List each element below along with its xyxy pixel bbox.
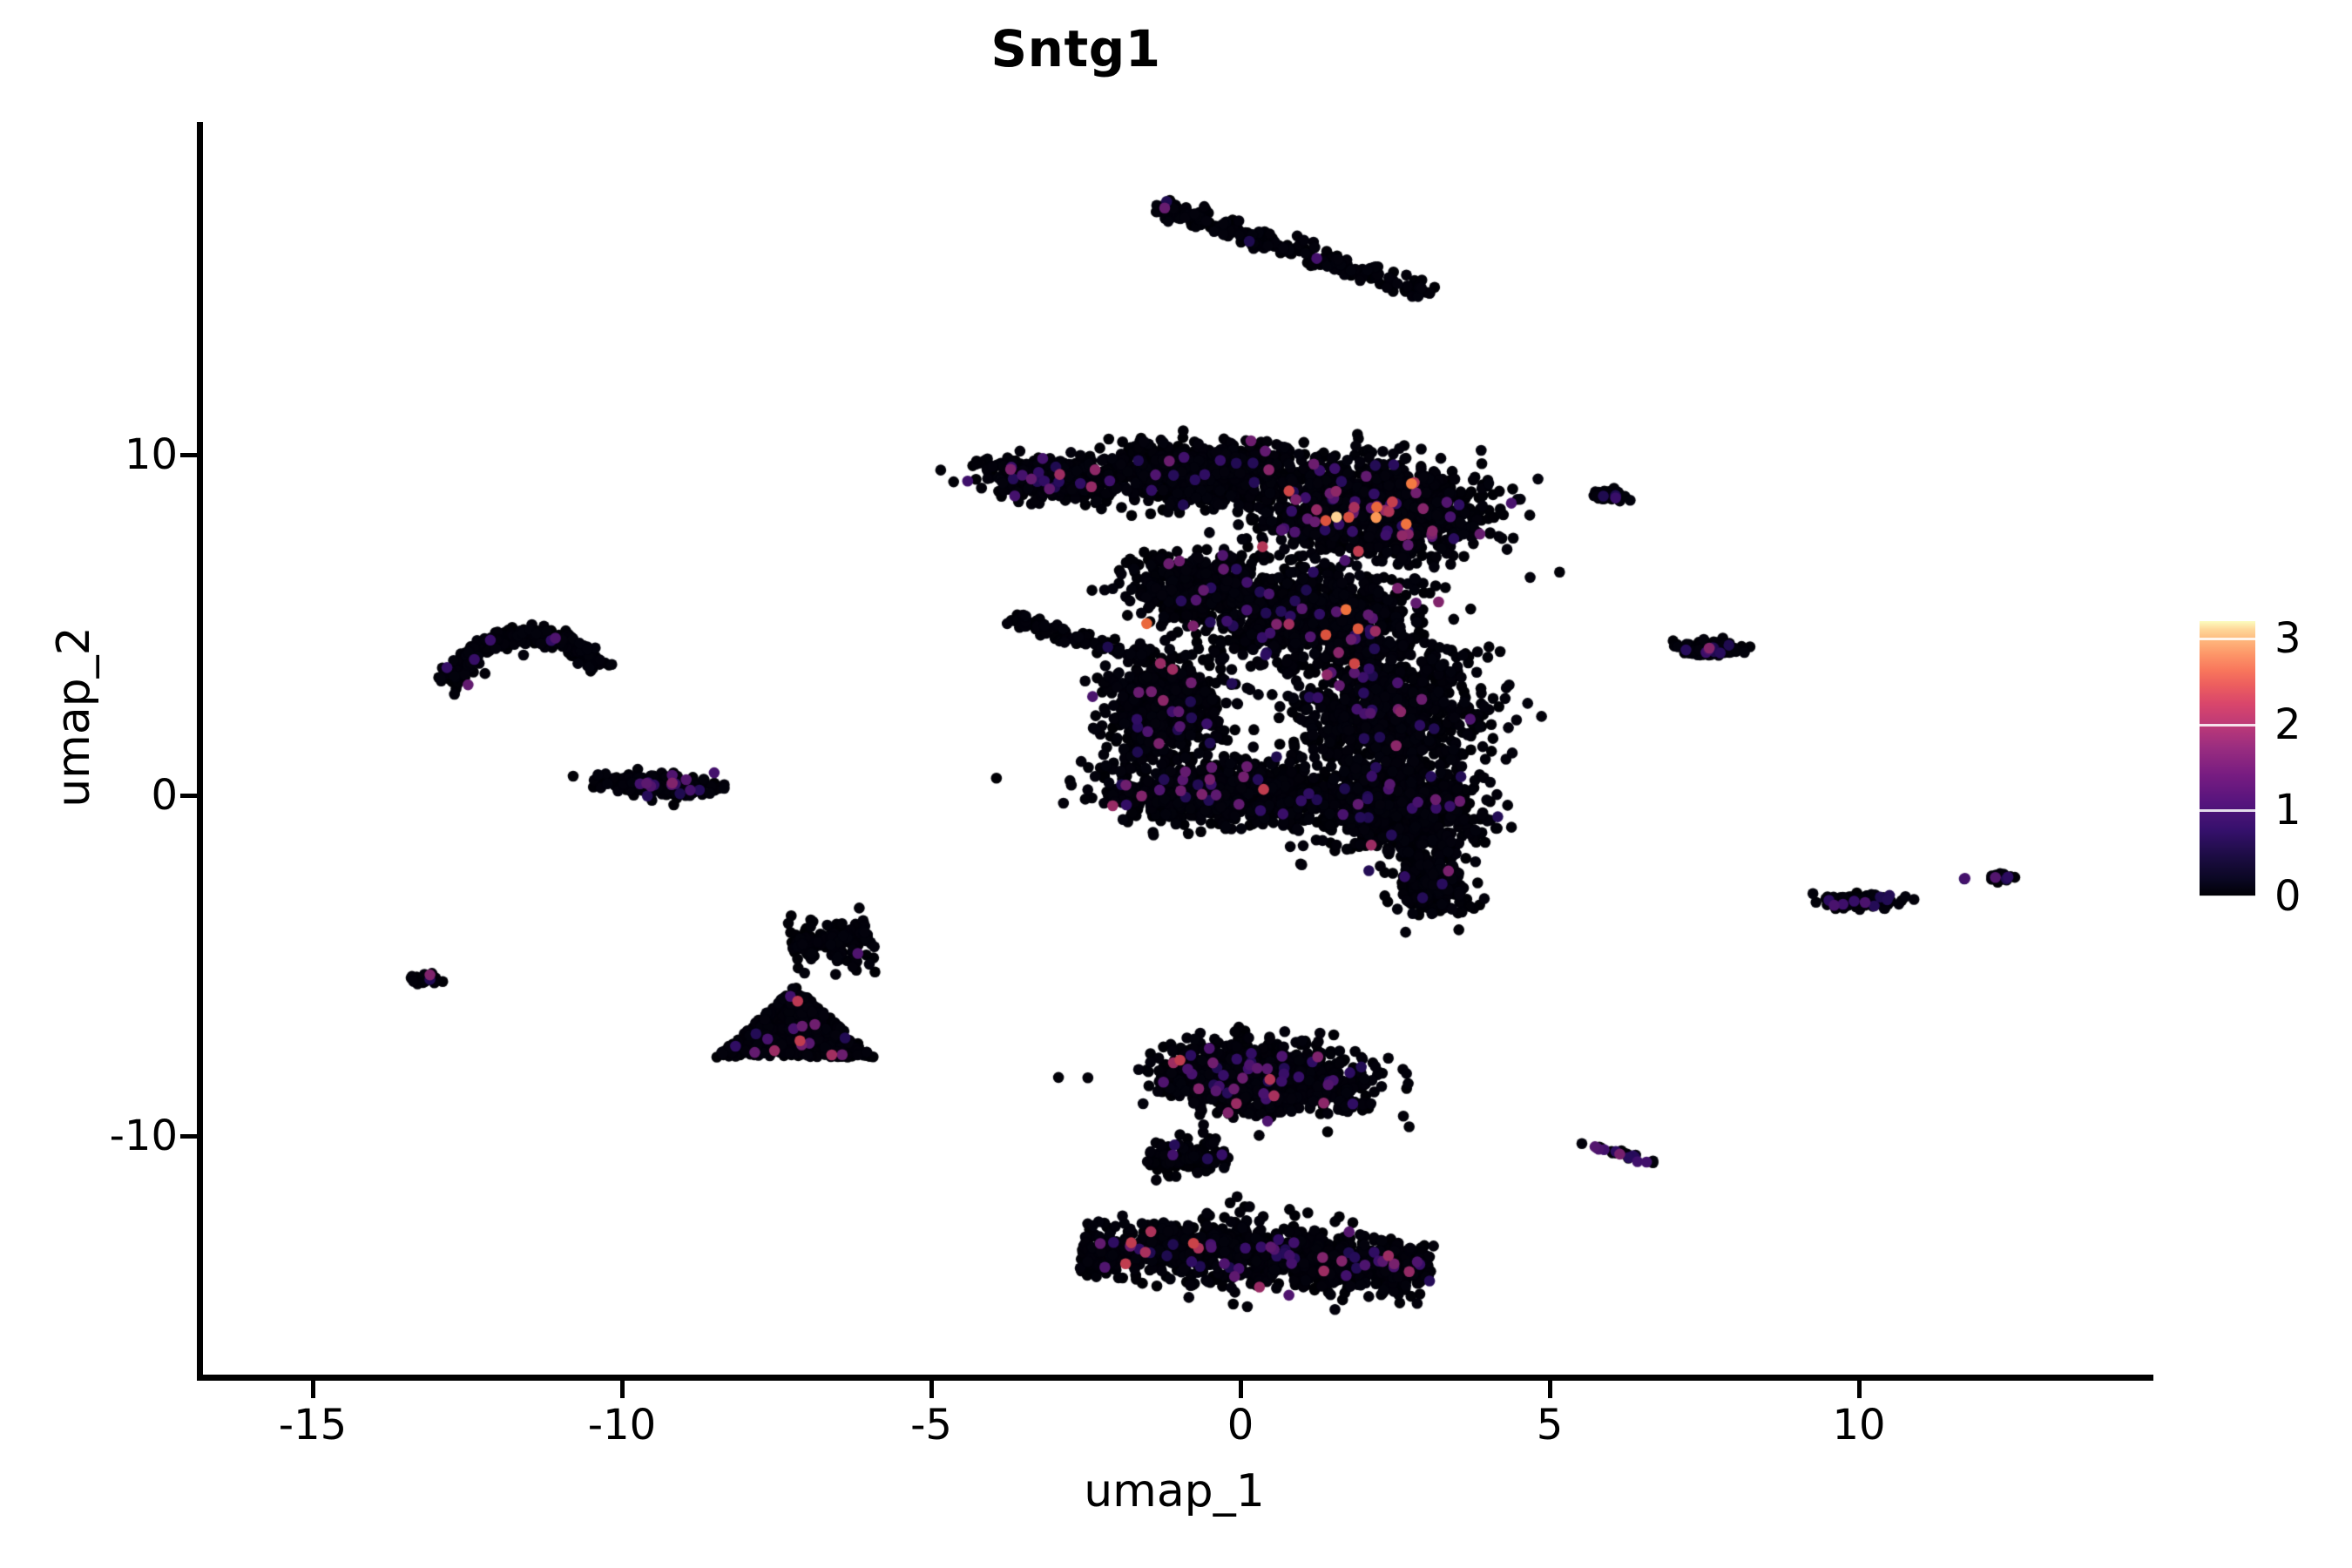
colorbar-tick-mark [2200,637,2255,640]
x-tick-mark [1239,1381,1243,1398]
x-tick-mark [311,1381,315,1398]
colorbar-tick-label: 0 [2274,872,2301,921]
x-tick-label: -5 [910,1401,952,1450]
y-tick-label: -10 [109,1112,178,1160]
y-axis-spine [197,122,203,1379]
x-tick-mark [1548,1381,1552,1398]
colorbar-tick-mark [2200,809,2255,813]
y-tick-label: 10 [124,430,178,479]
y-tick-mark [180,794,198,798]
x-tick-label: -10 [587,1401,657,1450]
y-axis-label: umap_2 [48,626,100,808]
colorbar-tick-mark [2200,896,2255,898]
x-tick-mark [1857,1381,1862,1398]
x-tick-label: 5 [1536,1401,1564,1450]
y-tick-mark [180,453,198,457]
x-tick-label: -15 [278,1401,348,1450]
colorbar-tick-mark [2200,723,2255,727]
x-tick-mark [620,1381,625,1398]
colorbar-tick-label: 2 [2274,700,2301,749]
x-tick-label: 10 [1832,1401,1886,1450]
x-tick-label: 0 [1227,1401,1254,1450]
colorbar: 3 2 1 0 [2200,614,2348,921]
colorbar-gradient [2200,621,2255,896]
y-tick-mark [180,1134,198,1139]
colorbar-tick-label: 3 [2274,613,2301,663]
x-tick-mark [929,1381,934,1398]
x-axis-spine [197,1375,2153,1381]
x-axis-label: umap_1 [1084,1465,1265,1517]
y-tick-label: 0 [151,771,178,820]
colorbar-tick-label: 1 [2274,786,2301,835]
